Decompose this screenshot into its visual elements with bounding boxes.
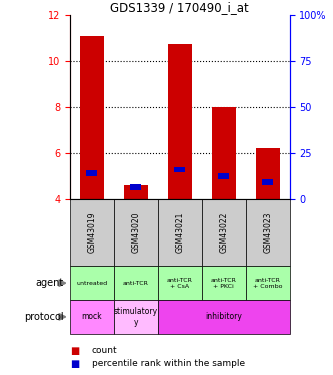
Text: mock: mock	[82, 312, 102, 321]
Title: GDS1339 / 170490_i_at: GDS1339 / 170490_i_at	[111, 1, 249, 14]
Bar	[70, 300, 114, 334]
Bar	[174, 166, 185, 172]
Bar	[168, 44, 192, 199]
Bar	[70, 266, 114, 300]
Bar	[158, 266, 202, 300]
Text: GSM43020: GSM43020	[131, 212, 141, 253]
Text: stimulatory
y: stimulatory y	[114, 307, 158, 327]
Bar	[114, 199, 158, 266]
Text: GSM43021: GSM43021	[175, 212, 184, 253]
Text: count: count	[92, 346, 117, 355]
Text: ■: ■	[70, 346, 79, 355]
Text: agent: agent	[35, 278, 63, 288]
Bar	[70, 199, 114, 266]
Bar	[202, 266, 246, 300]
Bar	[131, 184, 141, 190]
Bar	[256, 148, 280, 199]
Bar	[262, 179, 273, 185]
Bar	[158, 199, 202, 266]
Bar	[87, 170, 97, 176]
Bar	[80, 36, 104, 199]
Bar	[246, 266, 290, 300]
Bar	[218, 174, 229, 179]
Bar	[246, 199, 290, 266]
Bar	[114, 266, 158, 300]
Text: GSM43022: GSM43022	[219, 212, 228, 253]
Bar	[212, 107, 236, 199]
Text: untreated: untreated	[76, 280, 108, 286]
Text: percentile rank within the sample: percentile rank within the sample	[92, 359, 245, 368]
Text: GSM43023: GSM43023	[263, 212, 272, 253]
Bar	[114, 300, 158, 334]
Text: GSM43019: GSM43019	[87, 212, 97, 253]
Bar	[158, 300, 290, 334]
Text: protocol: protocol	[24, 312, 63, 322]
Text: anti-TCR: anti-TCR	[123, 280, 149, 286]
Text: ■: ■	[70, 359, 79, 369]
Bar	[124, 185, 148, 199]
Text: anti-TCR
+ CsA: anti-TCR + CsA	[167, 278, 193, 288]
Text: anti-TCR
+ PKCi: anti-TCR + PKCi	[211, 278, 237, 288]
Text: anti-TCR
+ Combo: anti-TCR + Combo	[253, 278, 282, 288]
Bar	[202, 199, 246, 266]
Text: inhibitory: inhibitory	[205, 312, 242, 321]
